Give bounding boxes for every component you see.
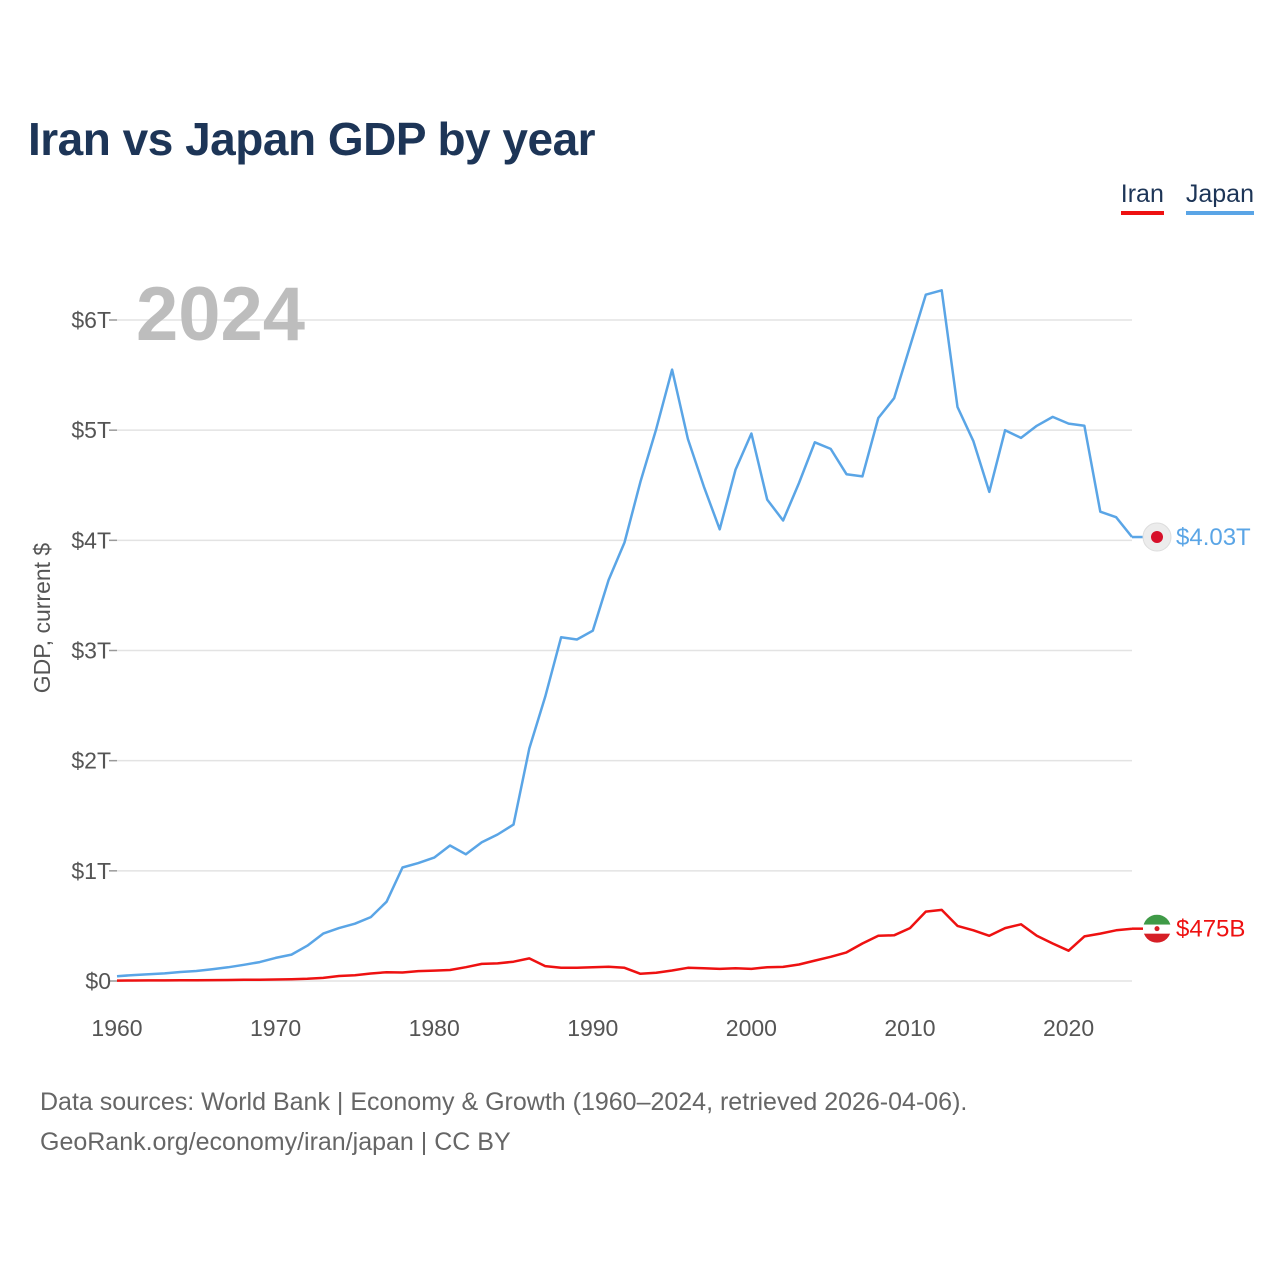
y-tick-label: $1T [71,858,111,884]
flag-icon-iran [1143,914,1171,943]
legend-item-iran[interactable]: Iran [1120,180,1164,215]
flag-icon-japan [1142,522,1172,552]
chart-title: Iran vs Japan GDP by year [28,113,596,165]
end-value-label-japan: $4.03T [1176,524,1251,551]
y-tick-label: $4T [71,527,111,553]
y-tick-label: $0 [85,968,111,994]
series-lines [116,289,1133,982]
x-tick-label: 2010 [884,1015,935,1041]
x-tick-label: 1970 [250,1015,301,1041]
y-axis-ticks: $0 $1T $2T $3T $4T $5T $6T [71,307,117,994]
y-tick-label: $6T [71,307,111,333]
series-line-japan [116,289,1133,978]
x-tick-label: 1980 [409,1015,460,1041]
series-line-iran [116,908,1133,982]
legend-item-japan[interactable]: Japan [1185,180,1254,215]
end-value-label-iran: $475B [1176,916,1245,943]
y-axis-label: GDP, current $ [29,543,55,694]
y-tick-label: $3T [71,638,111,664]
footer: Data sources: World Bank | Economy & Gro… [40,1082,967,1162]
x-tick-label: 2000 [726,1015,777,1041]
x-axis-ticks: 1960 1970 1980 1990 2000 2010 2020 [91,1015,1094,1041]
gridlines [117,319,1132,982]
data-sources-text: Data sources: World Bank | Economy & Gro… [40,1088,968,1116]
x-tick-label: 1960 [91,1015,142,1041]
current-year-label: 2024 [136,272,305,357]
legend: Iran Japan [1120,180,1254,215]
x-tick-label: 1990 [567,1015,618,1041]
source-link-text[interactable]: GeoRank.org/economy/iran/japan | CC BY [40,1128,511,1156]
y-tick-label: $5T [71,417,111,443]
chart-area: 2024 $0$1T$2T$3T$4T$5T$6T 1960 1970 1980 19… [29,272,1251,1041]
y-tick-label: $2T [71,748,111,774]
x-tick-label: 2020 [1043,1015,1094,1041]
series-end-markers: $4.03T $475B [1132,522,1251,943]
